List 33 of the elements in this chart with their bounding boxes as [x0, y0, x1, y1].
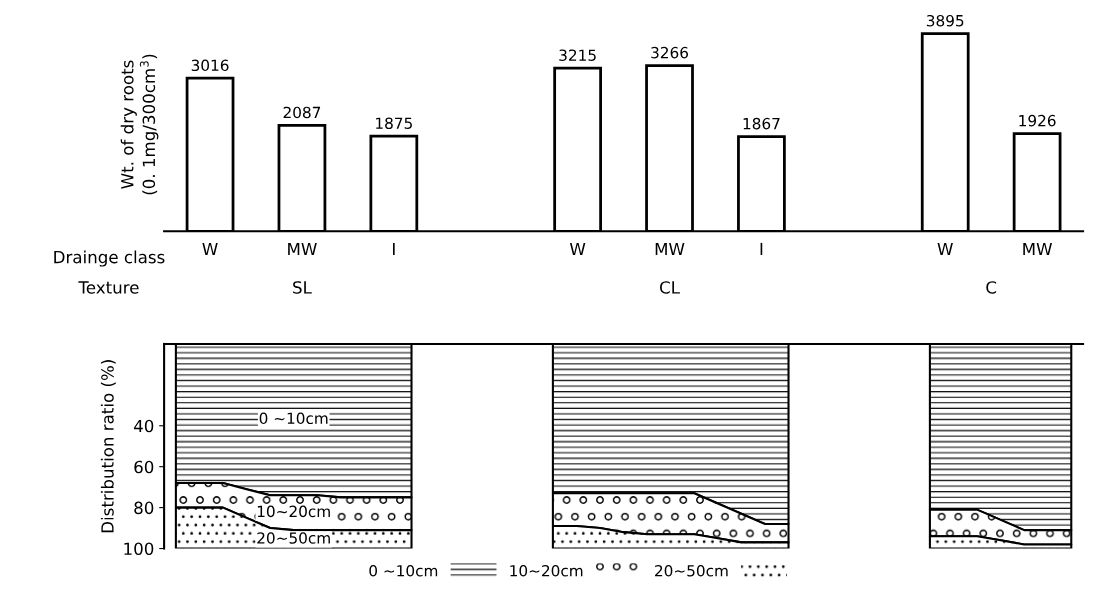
y-tick-label: 100: [124, 542, 154, 556]
y-axis-title: Distribution ratio (%): [100, 360, 116, 533]
legend-label: 10∼20cm: [510, 564, 583, 577]
x-tick-label: W: [202, 242, 218, 256]
x-tick-label: I: [393, 242, 395, 256]
annotation: 0 ∼10cm: [259, 412, 328, 425]
y-tick-label: 60: [134, 460, 154, 474]
legend-label: 20∼50cm: [655, 564, 728, 577]
legend-label: 0 ∼10cm: [369, 564, 438, 577]
x-tick-label: W: [937, 242, 953, 256]
x-tick-label: MW: [288, 242, 317, 256]
x-axis-title: Drainge class: [54, 250, 165, 267]
data-label: 1867: [743, 117, 780, 130]
x-tick-label: MW: [655, 242, 685, 256]
data-label: 1875: [376, 117, 412, 129]
y-axis-title: Wt. of dry roots (0. 1mg/300cm$^{3}$): [120, 54, 159, 195]
x-tick-label: I: [760, 242, 763, 256]
text: C: [986, 281, 997, 294]
text: SL: [293, 281, 312, 294]
data-label: 1926: [1019, 114, 1056, 127]
x-tick-label: W: [569, 242, 586, 256]
data-label: 3016: [191, 59, 229, 72]
data-label: 3895: [926, 14, 964, 27]
data-label: 3266: [651, 46, 689, 59]
text: Texture: [78, 281, 139, 294]
annotation: 10∼20cm: [257, 505, 330, 518]
annotation: 20∼50cm: [257, 532, 330, 544]
y-tick-label: 40: [133, 419, 154, 433]
text: CL: [660, 281, 680, 294]
data-label: 3215: [559, 49, 596, 61]
data-label: 2087: [283, 106, 321, 119]
x-tick-label: MW: [1023, 242, 1052, 256]
y-tick-label: 80: [134, 501, 154, 515]
